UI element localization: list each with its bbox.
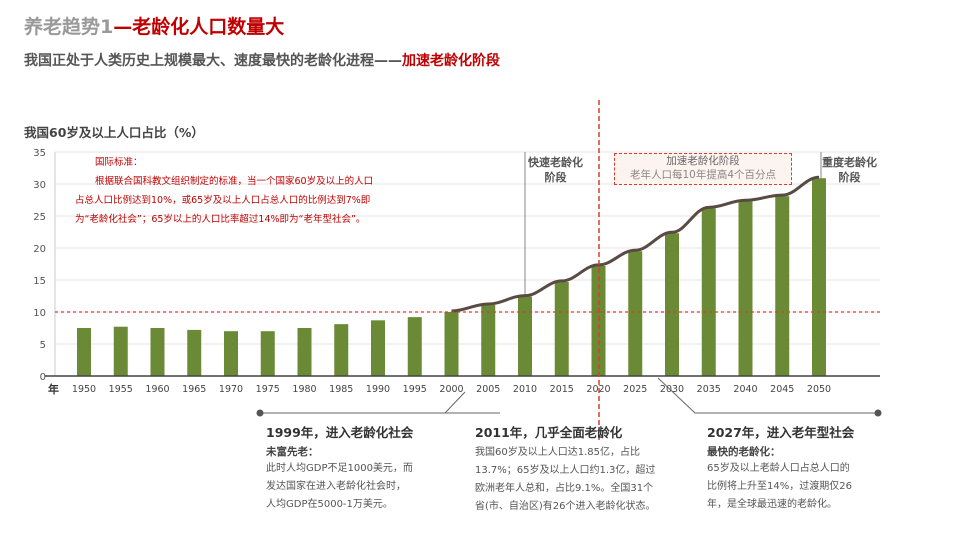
- bar-1995: [407, 317, 422, 376]
- x-tick-label: 2025: [623, 384, 647, 395]
- milestone-sub: 最快的老龄化：: [707, 446, 781, 458]
- milestone-1999: 1999年，进入老龄化社会 未富先老： 此时人均GDP不足1000美元，而 发达国…: [266, 422, 413, 513]
- note-rest: 占总人口比例达到10%，或65岁及以上人口占总人口的比例达到7%即 为“老龄化社…: [75, 191, 370, 229]
- milestone-title: 2011年，几乎全面老龄化: [475, 425, 623, 440]
- bar-2000: [444, 312, 459, 376]
- connector-2027: [657, 377, 878, 414]
- bar-1960: [150, 328, 165, 376]
- bar-2040: [738, 201, 753, 376]
- x-tick-label: 2015: [550, 384, 574, 395]
- trend-line: [451, 175, 820, 313]
- stage-heavy: 重度老龄化 阶段: [822, 155, 877, 185]
- milestone-title: 1999年，进入老龄化社会: [266, 425, 414, 440]
- x-tick-label: 1955: [109, 384, 133, 395]
- note-heading: 国际标准：: [95, 157, 143, 168]
- bar-2050: [812, 178, 826, 376]
- x-tick-label: 2045: [770, 384, 794, 395]
- timeline-dot: [256, 409, 264, 417]
- x-tick-label: 2005: [476, 384, 500, 395]
- milestone-line: 欧洲老年人总和，占比9.1%。全国31个: [475, 483, 654, 494]
- stage-heavy-l2: 阶段: [838, 171, 861, 184]
- y-tick-label: 20: [33, 244, 46, 255]
- x-tick-label: 1960: [145, 384, 169, 395]
- subtitle-highlight: 加速老龄化阶段: [402, 53, 500, 69]
- stage-accel-title: 加速老龄化阶段: [666, 155, 740, 167]
- milestone-line: 此时人均GDP不足1000美元，而: [266, 463, 413, 474]
- milestone-title: 2027年，进入老年型社会: [707, 425, 855, 440]
- stage-fast: 快速老龄化 阶段: [528, 155, 583, 185]
- milestone-line: 发达国家在进入老龄化社会时，: [266, 481, 406, 492]
- milestone-line: 我国60岁及以上人口达1.85亿，占比: [475, 447, 640, 458]
- milestone-line: 比例将上升至14%，过渡期仅26: [707, 481, 852, 492]
- x-tick-label: 2050: [807, 384, 831, 395]
- bar-2005: [481, 304, 496, 376]
- stage-accelerated-box: 加速老龄化阶段老年人口每10年提高4个百分点: [614, 153, 792, 185]
- timeline-dot: [874, 409, 882, 417]
- bar-1980: [297, 328, 312, 376]
- page-title: 养老趋势1—老龄化人口数量大: [24, 12, 284, 39]
- milestone-sub: 未富先老：: [266, 446, 319, 458]
- y-tick-label: 30: [33, 180, 46, 191]
- note-line: 为“老龄化社会”；65岁以上的人口比率超过14%即为“老年型社会”。: [75, 214, 366, 225]
- y-tick-label: 10: [33, 308, 46, 319]
- x-tick-label: 2010: [513, 384, 537, 395]
- x-tick-label: 1980: [292, 384, 316, 395]
- y-tick-label: 25: [33, 212, 46, 223]
- bar-1950: [77, 328, 91, 376]
- note-line: 根据联合国科教文组织制定的标准，当一个国家60岁及以上的人口: [95, 176, 374, 187]
- milestone-line: 65岁及以上老龄人口占总人口的: [707, 463, 850, 474]
- bar-1975: [260, 331, 275, 376]
- bar-2010: [518, 296, 532, 376]
- title-main: —老龄化人口数量大: [113, 16, 285, 38]
- standard-note: 国际标准： 根据联合国科教文组织制定的标准，当一个国家60岁及以上的人口: [95, 153, 373, 191]
- bar-1955: [113, 326, 128, 376]
- x-tick-label: 1990: [366, 384, 390, 395]
- bar-1990: [371, 320, 385, 376]
- x-tick-label: 1985: [329, 384, 353, 395]
- x-tick-label: 2030: [660, 384, 684, 395]
- bar-2035: [701, 208, 716, 376]
- page-subtitle: 我国正处于人类历史上规模最大、速度最快的老龄化进程——加速老龄化阶段: [24, 50, 500, 70]
- note-body: 根据联合国科教文组织制定的标准，当一个国家60岁及以上的人口: [95, 172, 373, 191]
- x-tick-label: 1970: [219, 384, 243, 395]
- stage-accel-sub: 老年人口每10年提高4个百分点: [629, 169, 777, 181]
- chart-title: 我国60岁及以上人口占比（%）: [24, 125, 204, 140]
- bar-2025: [628, 251, 643, 376]
- bar-2030: [665, 233, 679, 376]
- y-tick-label: 15: [33, 276, 46, 287]
- x-tick-label: 1995: [403, 384, 427, 395]
- stage-fast-l1: 快速老龄化: [528, 156, 583, 169]
- x-tick-label: 1975: [256, 384, 280, 395]
- milestone-line: 省(市、自治区)有26个进入老龄化状态。: [475, 501, 656, 512]
- note-line: 占总人口比例达到10%，或65岁及以上人口占总人口的比例达到7%即: [75, 195, 371, 206]
- x-tick-label: 2035: [697, 384, 721, 395]
- x-tick-label: 2000: [439, 384, 463, 395]
- stage-fast-l2: 阶段: [544, 171, 567, 184]
- title-prefix: 养老趋势1: [24, 16, 114, 38]
- y-tick-label: 35: [33, 148, 46, 159]
- connector-1999: [260, 391, 466, 414]
- subtitle-text: 我国正处于人类历史上规模最大、速度最快的老龄化进程——: [24, 53, 402, 69]
- stage-heavy-l1: 重度老龄化: [822, 156, 877, 169]
- milestone-line: 年，是全球最迅速的老龄化。: [707, 499, 837, 510]
- milestone-line: 13.7%；65岁及以上人口约1.3亿，超过: [475, 465, 656, 476]
- y-tick-label: 5: [40, 340, 46, 351]
- bar-2045: [775, 196, 790, 376]
- milestone-line: 人均GDP在5000-1万美元。: [266, 499, 393, 510]
- milestone-2027: 2027年，进入老年型社会 最快的老龄化： 65岁及以上老龄人口占总人口的 比例将…: [707, 422, 854, 513]
- bar-1965: [187, 329, 202, 376]
- x-tick-label: 1965: [182, 384, 206, 395]
- x-tick-label: 1950: [72, 384, 96, 395]
- x-tick-label: 2040: [733, 384, 757, 395]
- bar-1970: [224, 331, 238, 376]
- bar-2015: [554, 281, 569, 376]
- y-tick-label: 0: [40, 372, 46, 383]
- x-axis-label: 年: [48, 382, 59, 396]
- milestone-2011: 2011年，几乎全面老龄化 我国60岁及以上人口达1.85亿，占比 13.7%；6…: [475, 422, 656, 515]
- bar-1985: [334, 324, 349, 376]
